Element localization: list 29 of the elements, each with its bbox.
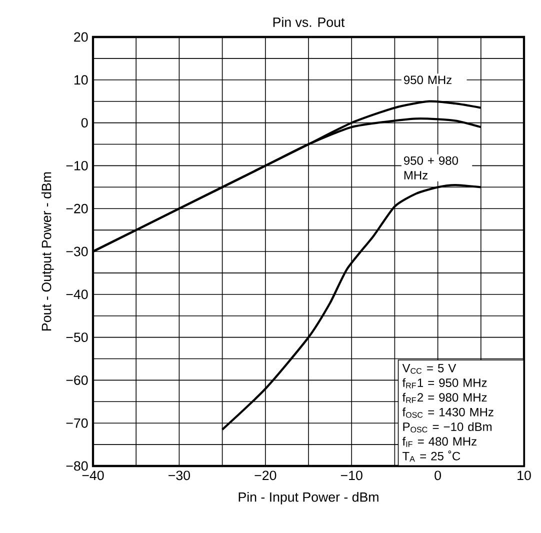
annotation: T$_{A}$ = 25 ˚C (402, 450, 460, 462)
y-tick-label: 0 (81, 118, 88, 128)
x-axis-title: Pin - Input Power - dBm (238, 492, 378, 504)
x-tick-label: −20 (254, 470, 276, 480)
y-tick-label: −80 (66, 461, 88, 471)
chart-title: Pin vs. Pout (273, 17, 345, 27)
annotation: f$_{RF}$2 = 980 MHz (402, 392, 487, 403)
x-tick-label: 0 (434, 470, 441, 480)
y-axis-title: Pout - Output Power - dBm (41, 172, 54, 330)
y-tick-label: −40 (66, 290, 88, 300)
y-tick-label: −10 (66, 160, 88, 170)
annotation: f$_{RF}$1 = 950 MHz (402, 378, 487, 388)
annotation: P$_{OSC}$ = −10 dBm (403, 422, 492, 432)
x-tick-label: −40 (82, 470, 104, 480)
y-tick-label: −20 (66, 204, 88, 214)
y-tick-label: −60 (66, 375, 88, 385)
x-tick-label: 10 (518, 470, 531, 480)
y-tick-label: −30 (66, 246, 88, 256)
y-tick-label: 10 (74, 75, 88, 85)
annotation: 950 MHz (404, 76, 452, 84)
annotation: f$_{IF}$ = 480 MHz (402, 436, 476, 447)
annotation: f$_{OSC}$ = 1430 MHz (402, 408, 494, 418)
annotation: 950 + 980 MHz (404, 156, 458, 180)
y-tick-label: −70 (66, 418, 88, 428)
annotation: V$_{CC}$ = 5 V (402, 364, 456, 374)
y-tick-label: −50 (66, 332, 88, 342)
y-tick-label: 20 (74, 32, 88, 42)
x-tick-label: −10 (340, 470, 362, 480)
x-tick-label: −30 (168, 470, 190, 480)
